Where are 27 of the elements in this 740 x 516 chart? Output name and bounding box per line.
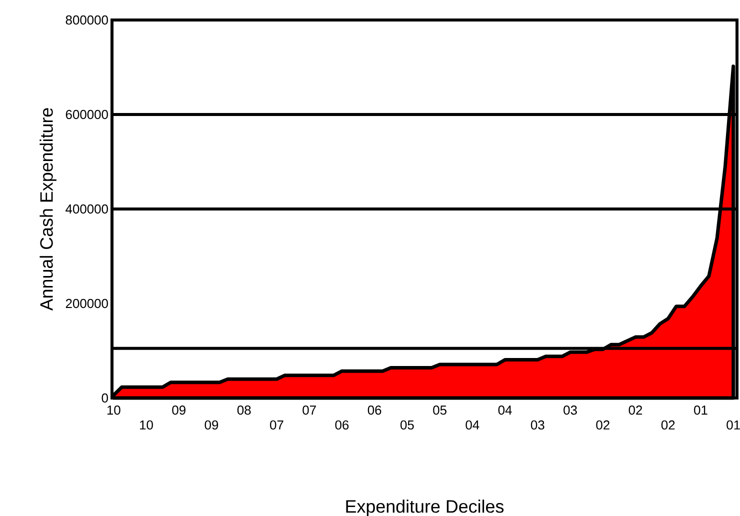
x-tick-label: 07 (302, 406, 316, 415)
x-tick-label: 06 (368, 406, 382, 415)
x-tick-label: 08 (237, 406, 251, 415)
x-tick-label: 01 (726, 420, 740, 430)
x-tick-label: 02 (628, 406, 642, 415)
x-tick-label: 05 (400, 420, 414, 430)
x-tick-label: 02 (661, 420, 675, 430)
y-tick-label: 0 (102, 393, 108, 403)
y-axis-title: Annual Cash Expenditure (40, 108, 56, 311)
x-tick-label: 03 (530, 420, 544, 430)
x-tick-label: 07 (270, 420, 284, 430)
y-tick-label: 400000 (66, 204, 108, 214)
x-tick-label: 05 (433, 406, 446, 415)
x-axis-title: Expenditure Deciles (346, 500, 504, 516)
x-tick-label: 01 (694, 406, 708, 415)
y-tick-label: 800000 (66, 15, 108, 25)
x-tick-label: 09 (172, 406, 186, 415)
y-tick-label: 600000 (66, 110, 108, 120)
x-tick-label: 06 (335, 420, 349, 430)
x-tick-label: 04 (466, 420, 480, 430)
x-tick-label: 10 (140, 420, 153, 430)
x-tick-label: 10 (107, 406, 120, 415)
x-tick-label: 03 (564, 406, 577, 415)
x-tick-label: 09 (204, 420, 218, 430)
x-tick-label: 04 (498, 406, 512, 415)
y-tick-label: 200000 (66, 298, 108, 308)
x-tick-label: 02 (596, 420, 610, 430)
